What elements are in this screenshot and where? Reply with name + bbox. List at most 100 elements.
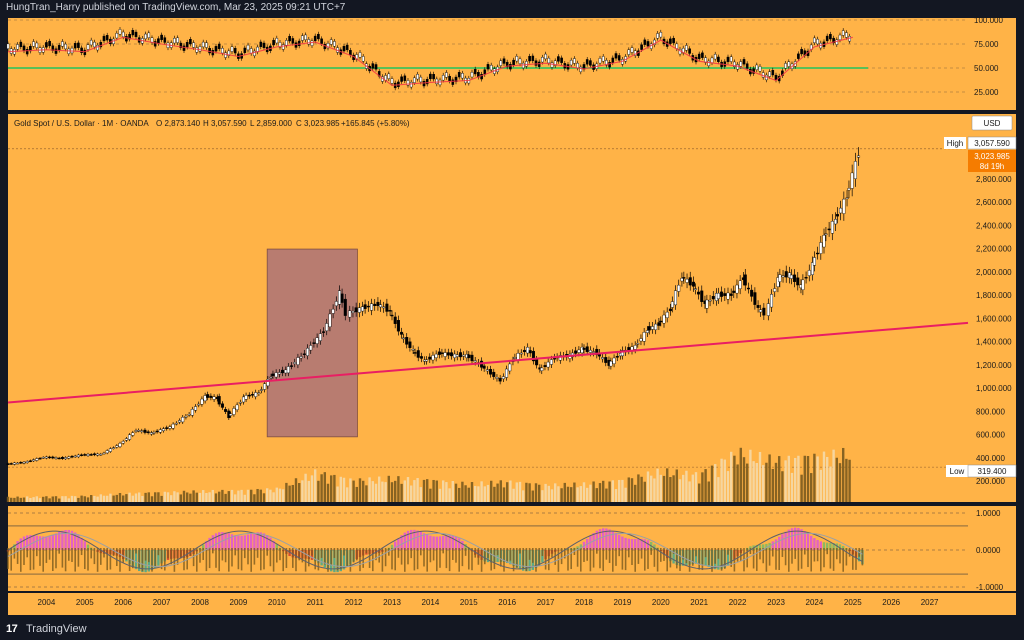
- price-candle[interactable]: [620, 350, 624, 357]
- price-candle[interactable]: [32, 459, 36, 462]
- price-candle[interactable]: [604, 357, 608, 363]
- price-candle[interactable]: [235, 404, 239, 410]
- price-candle[interactable]: [473, 360, 477, 363]
- price-candle[interactable]: [498, 377, 502, 382]
- price-candle[interactable]: [796, 277, 800, 286]
- price-candle[interactable]: [516, 353, 520, 360]
- price-candle[interactable]: [343, 298, 347, 316]
- price-candle[interactable]: [112, 447, 116, 449]
- price-candle[interactable]: [776, 277, 780, 287]
- price-candle[interactable]: [773, 288, 777, 292]
- price-candle[interactable]: [376, 301, 380, 306]
- price-candle[interactable]: [162, 428, 166, 431]
- price-candle[interactable]: [812, 257, 816, 266]
- price-candle[interactable]: [140, 430, 144, 432]
- price-candle[interactable]: [340, 293, 344, 303]
- price-candle[interactable]: [726, 292, 730, 300]
- price-candle[interactable]: [793, 274, 797, 282]
- price-candle[interactable]: [425, 359, 429, 362]
- price-candle[interactable]: [522, 349, 526, 353]
- price-candle[interactable]: [700, 290, 704, 302]
- price-candle[interactable]: [822, 235, 826, 248]
- price-candle[interactable]: [281, 369, 285, 374]
- price-candle[interactable]: [807, 270, 811, 276]
- price-candle[interactable]: [229, 413, 233, 416]
- price-candle[interactable]: [778, 274, 782, 282]
- price-candle[interactable]: [489, 369, 493, 375]
- price-candle[interactable]: [378, 304, 382, 308]
- price-candle[interactable]: [574, 350, 578, 354]
- price-candle[interactable]: [835, 214, 839, 217]
- price-candle[interactable]: [716, 292, 720, 299]
- price-candle[interactable]: [86, 453, 90, 456]
- price-candle[interactable]: [668, 308, 672, 312]
- price-candle[interactable]: [334, 301, 338, 307]
- price-candle[interactable]: [729, 293, 733, 296]
- price-candle[interactable]: [850, 172, 854, 189]
- price-candle[interactable]: [318, 333, 322, 341]
- price-candle[interactable]: [693, 288, 697, 290]
- price-candle[interactable]: [711, 296, 715, 300]
- price-candle[interactable]: [315, 337, 319, 344]
- price-candle[interactable]: [708, 299, 712, 302]
- price-candle[interactable]: [89, 454, 93, 456]
- price-candle[interactable]: [738, 280, 742, 289]
- price-candle[interactable]: [662, 314, 666, 324]
- price-candle[interactable]: [670, 301, 674, 308]
- price-candle[interactable]: [411, 349, 415, 351]
- price-candle[interactable]: [274, 372, 278, 378]
- price-candle[interactable]: [431, 355, 435, 361]
- price-candle[interactable]: [784, 271, 788, 278]
- price-candle[interactable]: [137, 430, 141, 432]
- price-candle[interactable]: [299, 356, 303, 359]
- price-candle[interactable]: [131, 432, 135, 436]
- price-candle[interactable]: [759, 309, 763, 313]
- price-candle[interactable]: [654, 323, 658, 331]
- price-candle[interactable]: [224, 409, 228, 412]
- price-candle[interactable]: [470, 354, 474, 362]
- price-candle[interactable]: [220, 403, 224, 408]
- price-candle[interactable]: [212, 396, 216, 400]
- price-candle[interactable]: [543, 365, 547, 367]
- price-candle[interactable]: [257, 392, 261, 395]
- price-candle[interactable]: [331, 308, 335, 314]
- price-candle[interactable]: [750, 289, 754, 297]
- price-candle[interactable]: [102, 452, 106, 455]
- price-candle[interactable]: [143, 429, 147, 433]
- price-candle[interactable]: [526, 347, 530, 354]
- price-candle[interactable]: [293, 362, 297, 364]
- price-candle[interactable]: [434, 353, 438, 358]
- price-candle[interactable]: [266, 378, 270, 387]
- price-candle[interactable]: [232, 408, 236, 415]
- price-candle[interactable]: [535, 359, 539, 366]
- price-candle[interactable]: [174, 422, 178, 425]
- price-candle[interactable]: [682, 277, 686, 279]
- price-candle[interactable]: [128, 434, 132, 440]
- price-candle[interactable]: [325, 323, 329, 332]
- price-candle[interactable]: [306, 347, 310, 356]
- price-candle[interactable]: [152, 432, 156, 434]
- price-candle[interactable]: [259, 389, 263, 391]
- price-candle[interactable]: [446, 352, 450, 356]
- price-candle[interactable]: [209, 395, 213, 398]
- price-candle[interactable]: [322, 331, 326, 333]
- price-candle[interactable]: [12, 462, 16, 465]
- price-candle[interactable]: [146, 431, 150, 433]
- price-candle[interactable]: [508, 363, 512, 372]
- price-candle[interactable]: [428, 356, 432, 360]
- price-candle[interactable]: [158, 429, 162, 433]
- price-candle[interactable]: [35, 458, 39, 461]
- price-candle[interactable]: [665, 311, 669, 318]
- price-candle[interactable]: [28, 460, 32, 462]
- price-candle[interactable]: [351, 310, 355, 313]
- price-candle[interactable]: [691, 281, 695, 287]
- price-candle[interactable]: [636, 343, 640, 345]
- price-candle[interactable]: [492, 371, 496, 377]
- price-candle[interactable]: [588, 349, 592, 353]
- price-candle[interactable]: [732, 290, 736, 293]
- price-candle[interactable]: [585, 346, 589, 352]
- price-candle[interactable]: [171, 423, 175, 429]
- price-candle[interactable]: [453, 353, 457, 358]
- price-candle[interactable]: [645, 330, 649, 333]
- price-candle[interactable]: [540, 367, 544, 371]
